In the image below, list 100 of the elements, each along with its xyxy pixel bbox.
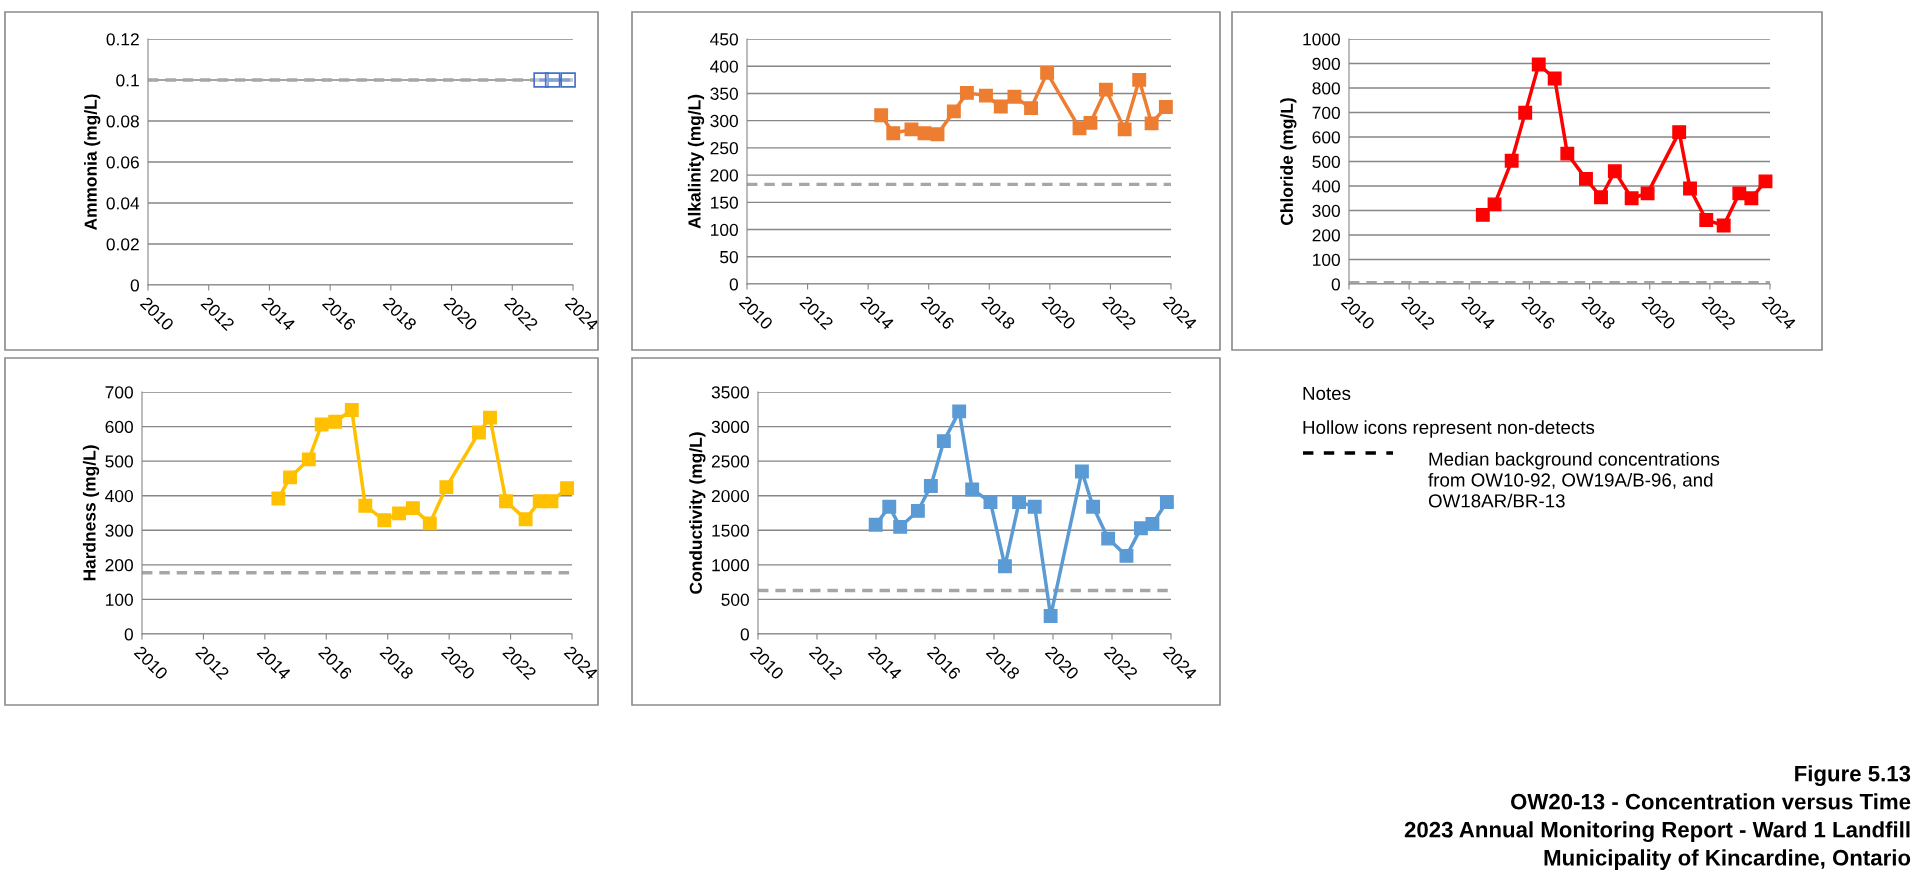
point	[1744, 191, 1759, 206]
point	[868, 517, 883, 532]
point	[917, 126, 932, 141]
y-tick-label: 500	[105, 455, 133, 468]
point	[1504, 153, 1519, 168]
y-tick-label: 800	[1312, 82, 1340, 95]
point	[1119, 548, 1134, 563]
point	[1732, 186, 1747, 201]
y-tick-label: 1000	[712, 559, 749, 572]
point	[1040, 65, 1055, 80]
point	[965, 482, 980, 497]
y-tick-label: 2000	[711, 489, 749, 503]
point	[930, 127, 945, 142]
y-tick-label: 3000	[711, 420, 749, 434]
point	[1027, 499, 1042, 514]
y-tick-label: 700	[105, 386, 133, 399]
y-tick-label: 0.02	[106, 238, 139, 251]
y-axis-title: Ammonia (mg/L)	[84, 94, 101, 231]
point	[882, 499, 897, 514]
y-axis-title: Chloride (mg/L)	[1280, 98, 1297, 225]
point	[1145, 517, 1160, 532]
y-tick-label: 400	[710, 60, 738, 73]
point	[1086, 499, 1101, 514]
y-tick-label: 1000	[1303, 33, 1340, 46]
point	[1074, 464, 1089, 479]
point	[422, 516, 437, 531]
point	[1024, 101, 1039, 116]
point	[993, 99, 1008, 114]
point	[1117, 122, 1132, 137]
y-tick-label: 0	[729, 278, 738, 291]
point	[904, 122, 919, 137]
point	[344, 403, 359, 417]
point	[1607, 164, 1622, 179]
point	[893, 519, 908, 534]
point	[301, 452, 316, 467]
text: Notes	[1303, 386, 1351, 401]
y-tick-label: 900	[1312, 57, 1340, 70]
y-tick-label: 350	[710, 87, 738, 100]
point	[377, 513, 392, 528]
y-tick-label: 400	[105, 489, 133, 503]
text: Hollow icons represent non-detects	[1303, 420, 1595, 438]
point	[936, 434, 951, 449]
y-tick-label: 300	[105, 524, 133, 537]
point	[1475, 207, 1490, 222]
point	[560, 481, 575, 496]
point	[1699, 213, 1714, 228]
point	[1716, 218, 1731, 233]
y-tick-label: 0	[740, 628, 749, 641]
point	[1043, 609, 1058, 623]
y-tick-label: 3500	[711, 386, 749, 399]
point	[1132, 72, 1147, 87]
point	[886, 126, 901, 141]
point	[544, 494, 559, 509]
point	[1624, 191, 1639, 206]
y-tick-label: 0.04	[106, 197, 140, 210]
point	[1758, 174, 1773, 189]
point	[483, 410, 497, 425]
point	[874, 108, 889, 123]
point	[1547, 71, 1562, 86]
point	[499, 494, 513, 509]
point	[1101, 531, 1116, 546]
point	[1579, 171, 1593, 186]
point	[910, 503, 925, 518]
y-tick-label: 200	[105, 559, 133, 572]
y-axis-title: Conductivity (mg/L)	[689, 432, 706, 594]
y-tick-label: 300	[1312, 204, 1340, 217]
point	[952, 404, 967, 419]
point	[1683, 181, 1697, 196]
point	[1083, 115, 1098, 130]
point	[314, 417, 329, 432]
point	[983, 494, 998, 509]
y-tick-label: 100	[711, 223, 738, 237]
point	[358, 498, 373, 513]
y-tick-label: 50	[720, 250, 738, 264]
y-tick-label: 1500	[712, 524, 749, 537]
point	[439, 480, 454, 495]
point	[471, 425, 486, 440]
point	[1144, 116, 1159, 131]
y-tick-label: 0.1	[116, 74, 139, 87]
point	[1640, 186, 1655, 201]
y-tick-label: 100	[1313, 253, 1340, 266]
y-tick-label: 0.12	[106, 33, 139, 46]
point	[1531, 57, 1546, 72]
point	[283, 470, 297, 485]
y-axis-title: Hardness (mg/L)	[82, 445, 100, 581]
y-tick-label: 0	[124, 628, 133, 641]
point	[328, 414, 343, 429]
y-tick-label: 300	[710, 114, 738, 128]
point	[392, 506, 407, 521]
point	[1012, 494, 1027, 509]
y-tick-label: 0	[130, 279, 139, 292]
y-tick-label: 0.06	[106, 156, 139, 169]
point	[518, 512, 533, 527]
text: Median background concentrations from OW10-92, OW19A/B-96, and OW18AR/BR-13	[1428, 452, 1720, 508]
point	[979, 88, 993, 103]
y-axis-title: Alkalinity (mg/L)	[687, 94, 705, 229]
point	[1560, 146, 1575, 161]
point	[997, 559, 1012, 574]
y-tick-label: 2500	[711, 455, 749, 468]
y-tick-label: 200	[1312, 229, 1340, 242]
